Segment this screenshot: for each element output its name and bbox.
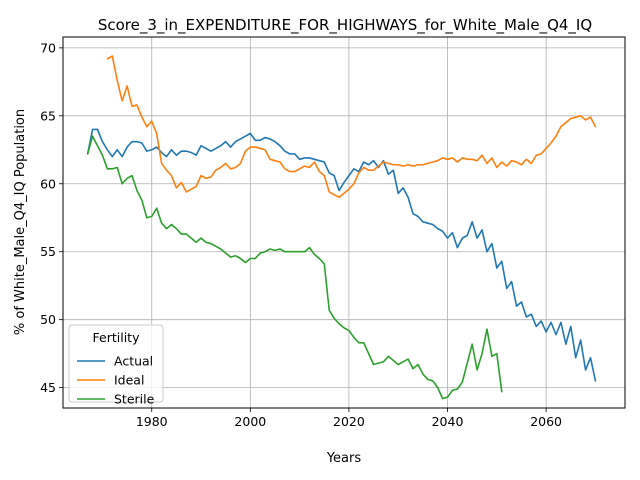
chart-title: Score_3_in_EXPENDITURE_FOR_HIGHWAYS_for_… <box>98 16 592 35</box>
y-axis-label: % of White_Male_Q4_IQ Population <box>13 109 28 335</box>
y-axis-ticks: 45 50 55 60 65 70 <box>40 40 63 395</box>
y-tick-label: 50 <box>40 312 56 327</box>
x-axis-label: Years <box>326 451 362 466</box>
series-line-ideal <box>106 55 597 199</box>
x-tick-label: 2020 <box>333 414 365 429</box>
x-axis-ticks: 1980 2000 2020 2040 2060 <box>136 408 562 429</box>
legend-box <box>68 324 164 403</box>
x-tick-label: 2040 <box>432 414 464 429</box>
x-tick-label: 1980 <box>136 414 168 429</box>
legend-label-ideal: Ideal <box>114 373 144 388</box>
series-line-actual <box>86 128 597 382</box>
series-layer <box>86 55 597 400</box>
y-tick-label: 55 <box>40 244 56 259</box>
legend: Fertility Actual Ideal Sterile <box>68 324 164 407</box>
y-tick-label: 70 <box>40 40 56 55</box>
y-tick-label: 65 <box>40 108 56 123</box>
legend-label-sterile: Sterile <box>114 392 155 407</box>
y-tick-label: 45 <box>40 380 56 395</box>
x-tick-label: 2000 <box>234 414 266 429</box>
series-line-sterile <box>86 135 503 400</box>
x-tick-label: 2060 <box>530 414 562 429</box>
legend-title: Fertility <box>93 330 141 345</box>
legend-label-actual: Actual <box>114 354 153 369</box>
y-tick-label: 60 <box>40 176 56 191</box>
plot-frame <box>62 36 626 409</box>
